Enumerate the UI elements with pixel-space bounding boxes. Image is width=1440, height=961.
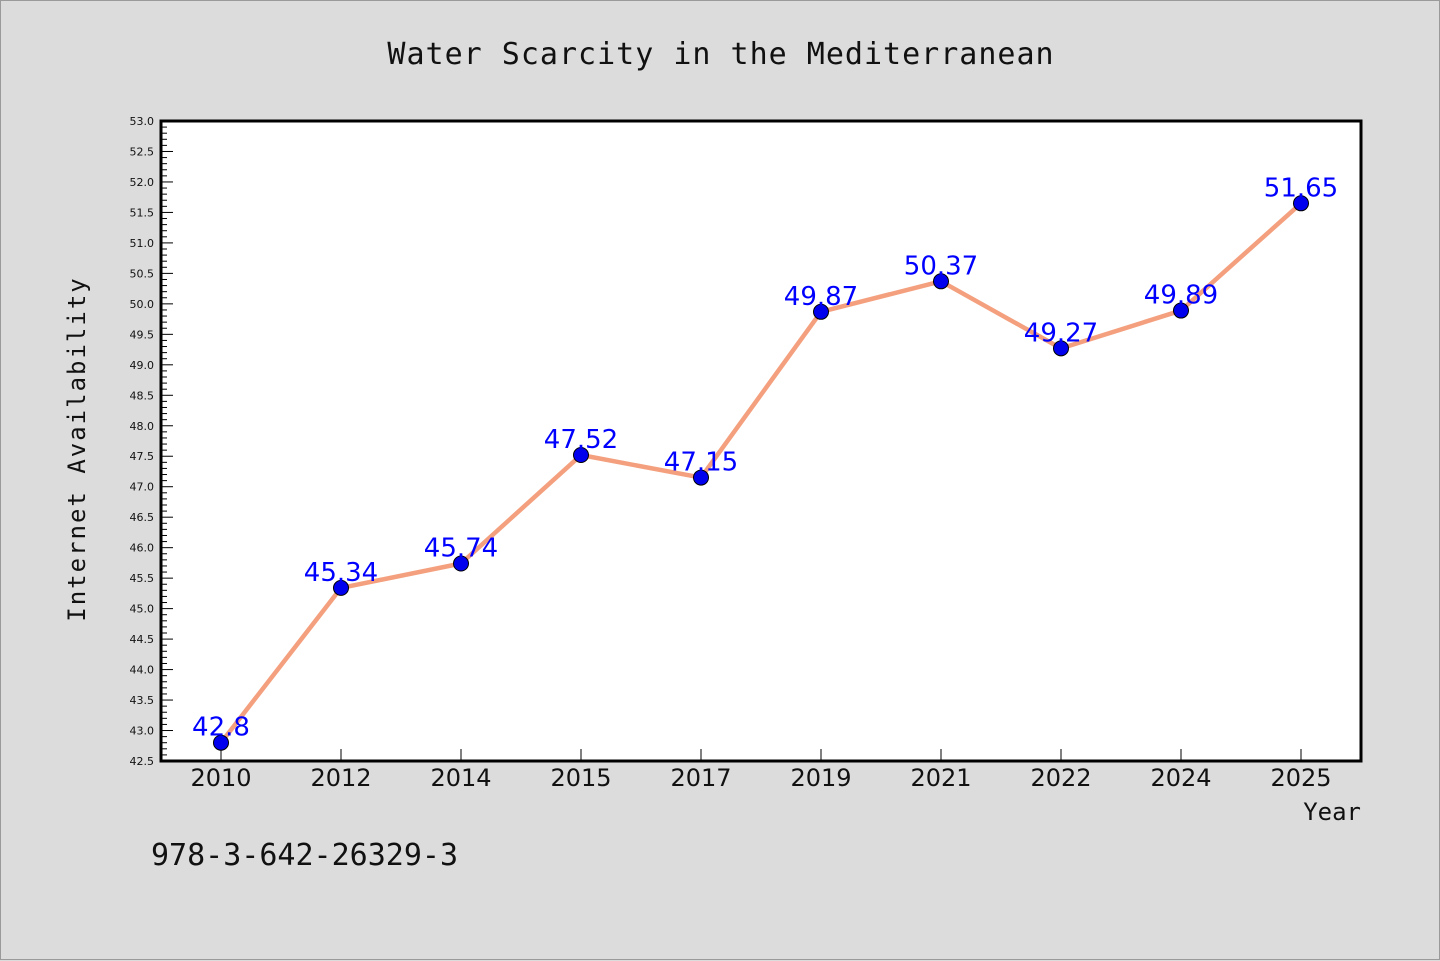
plot-border	[159, 119, 1363, 763]
y-tick-label: 51.0	[130, 237, 155, 250]
data-label: 47.15	[664, 448, 738, 478]
data-label: 51.65	[1264, 173, 1338, 203]
x-tick-label: 2012	[310, 764, 371, 792]
chart-title: Water Scarcity in the Mediterranean	[387, 37, 1054, 72]
data-label: 50.37	[904, 251, 978, 281]
data-point	[1053, 340, 1069, 357]
y-tick-label: 50.5	[130, 267, 155, 280]
data-point	[813, 303, 829, 320]
y-tick-label: 43.0	[130, 725, 155, 738]
y-tick-label: 45.5	[130, 572, 155, 585]
data-point	[1173, 302, 1189, 319]
y-tick-label: 43.5	[130, 694, 155, 707]
data-label: 45.34	[304, 558, 378, 588]
x-axis-tick-labels: 2010 2012 2014 2015 2017 2019 2021 2022 2024 2025	[190, 764, 1331, 792]
y-tick-label: 49.0	[130, 359, 155, 372]
data-label: 47.52	[544, 425, 618, 455]
y-tick-label: 47.0	[130, 481, 155, 494]
y-tick-label: 49.5	[130, 328, 155, 341]
data-label: 49.87	[784, 282, 858, 312]
x-tick-label: 2019	[790, 764, 851, 792]
data-point	[1293, 195, 1309, 212]
y-tick-label: 47.5	[130, 450, 155, 463]
data-point	[573, 447, 589, 464]
data-label: 49.27	[1024, 318, 1098, 348]
y-tick-label: 45.0	[130, 603, 155, 616]
y-tick-label: 52.5	[130, 145, 155, 158]
y-tick-label: 51.5	[130, 206, 155, 219]
x-tick-label: 2010	[190, 764, 251, 792]
data-point	[693, 469, 709, 486]
y-tick-label: 42.5	[130, 755, 155, 768]
data-point	[453, 555, 469, 572]
x-tick-label: 2021	[910, 764, 971, 792]
x-tick-label: 2015	[550, 764, 611, 792]
y-axis-tick-labels: 42.5 43.0 43.5 44.0 44.5 45.0 45.5 46.0 46.5 47.0…	[130, 115, 155, 768]
data-label: 45.74	[424, 534, 498, 564]
x-tick-label: 2025	[1270, 764, 1331, 792]
y-tick-label: 46.5	[130, 511, 155, 524]
y-tick-label: 48.5	[130, 389, 155, 402]
y-tick-label: 44.5	[130, 633, 155, 646]
data-labels: 42.8 45.34 45.74 47.52 47.15 49.87 50.37 49.27 4…	[192, 173, 1338, 742]
data-point	[333, 579, 349, 596]
isbn-annotation: 978-3-642-26329-3	[151, 838, 458, 873]
y-tick-label: 48.0	[130, 420, 155, 433]
x-tick-label: 2017	[670, 764, 731, 792]
x-tick-label: 2024	[1150, 764, 1211, 792]
data-point	[933, 273, 949, 290]
data-point	[213, 734, 229, 751]
data-label: 42.8	[192, 713, 250, 743]
y-tick-label: 46.0	[130, 542, 155, 555]
x-tick-label: 2022	[1030, 764, 1091, 792]
series-line	[218, 201, 1304, 745]
x-axis-ticks	[220, 749, 1302, 761]
y-axis-label: Internet Availability	[63, 276, 91, 621]
x-tick-label: 2014	[430, 764, 491, 792]
data-label: 49.89	[1144, 281, 1218, 311]
y-tick-label: 52.0	[130, 176, 155, 189]
series-markers	[213, 195, 1309, 751]
y-tick-label: 53.0	[130, 115, 155, 128]
y-tick-label: 44.0	[130, 664, 155, 677]
plot-area	[161, 121, 1361, 761]
y-tick-label: 50.0	[130, 298, 155, 311]
x-axis-label: Year	[1303, 798, 1361, 826]
